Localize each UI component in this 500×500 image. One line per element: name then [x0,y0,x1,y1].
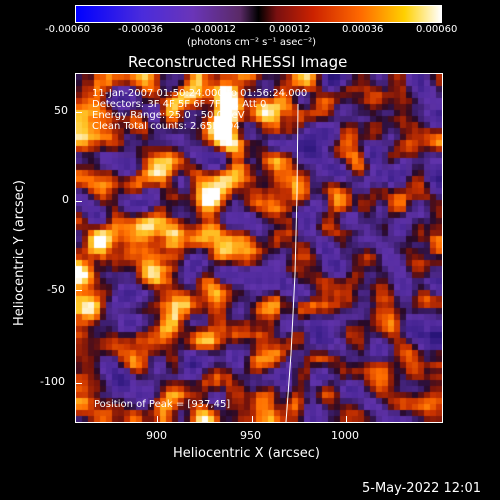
info-line-energy: Energy Range: 25.0 - 50.0 keV [92,110,245,121]
peak-position-label: Position of Peak = [937,45] [94,399,231,410]
x-tick-mark [157,416,158,422]
y-tick-label: 50 [54,104,68,117]
colorbar [75,5,442,23]
x-tick-label: 950 [240,429,261,442]
x-tick-mark [346,416,347,422]
footer-timestamp: 5-May-2022 12:01 [362,481,481,496]
y-tick-mark [76,290,82,291]
colorbar-tick-label: -0.00036 [118,24,163,35]
y-tick-mark [76,201,82,202]
colorbar-tick-label: 0.00012 [269,24,311,35]
y-axis-label: Heliocentric Y (arcsec) [12,180,27,326]
heatmap-plot-area: 11-Jan-2007 01:50:24.000 to 01:56:24.000… [75,73,443,423]
info-line-clean: Clean Total counts: 2.65E+04 [92,121,240,132]
x-axis-label: Heliocentric X (arcsec) [173,446,320,461]
colorbar-tick-label: 0.00036 [342,24,384,35]
x-tick-label: 1000 [331,429,359,442]
plot-title: Reconstructed RHESSI Image [128,53,348,71]
y-tick-label: 0 [62,193,69,206]
colorbar-tick-label: 0.00060 [416,24,458,35]
y-tick-label: -50 [47,283,65,296]
y-tick-label: -100 [40,375,65,388]
y-tick-mark [76,383,82,384]
colorbar-units-label: (photons cm⁻² s⁻¹ asec⁻²) [187,37,317,48]
x-tick-label: 900 [146,429,167,442]
limb-line [285,103,299,422]
colorbar-tick-label: -0.00012 [191,24,236,35]
x-tick-mark [252,416,253,422]
info-line-detectors: Detectors: 3F 4F 5F 6F 7F 8F, Att 0 [92,99,267,110]
info-line-time: 11-Jan-2007 01:50:24.000 to 01:56:24.000 [92,88,308,99]
colorbar-tick-label: -0.00060 [45,24,90,35]
y-tick-mark [76,112,82,113]
heatmap-image [76,74,442,422]
